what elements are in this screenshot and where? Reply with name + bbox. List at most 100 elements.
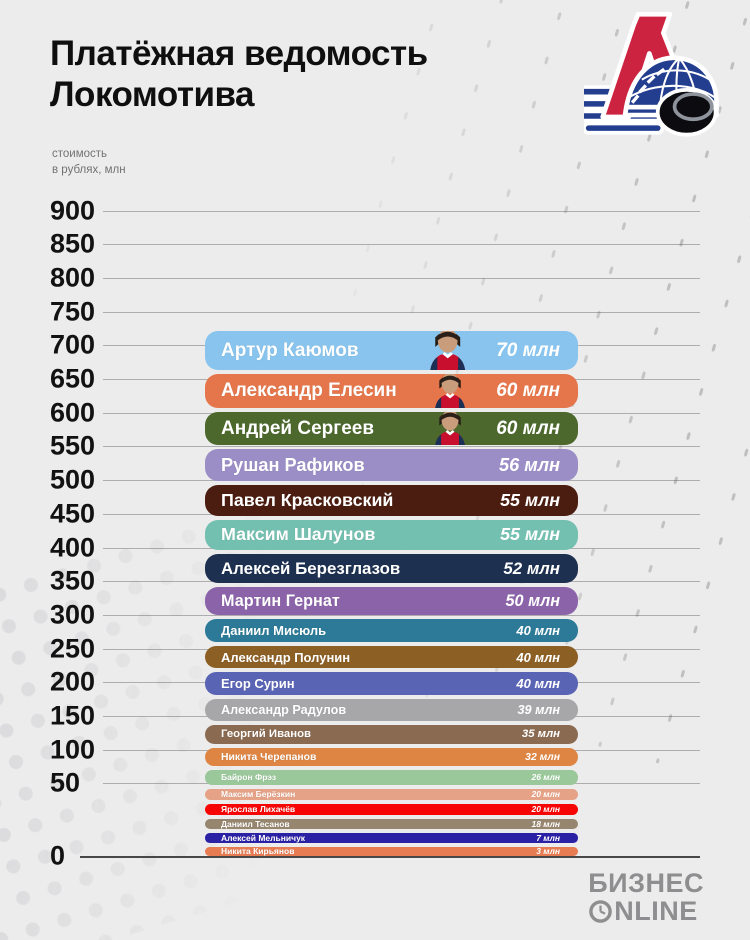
media-logo-line2-rest: NLINE [614,895,698,926]
y-axis-tick-label: 0 [50,840,66,871]
player-name: Ярослав Лихачёв [221,804,296,815]
player-name: Рушан Рафиков [221,454,365,475]
salary-bar: Никита Черепанов 32 млн [205,748,578,767]
player-photo-icon [429,331,465,371]
player-name: Мартин Гернат [221,591,340,610]
axis-note-line1: стоимость [52,148,108,160]
salary-bar: Байрон Фрэз 26 млн [205,770,578,785]
page-title: Платёжная ведомость Локомотива [50,34,428,114]
player-name: Артур Каюмов [221,339,359,361]
salary-bar: Андрей Сергеев 60 млн [205,411,578,446]
salary-bar: Александр Полунин 40 млн [205,645,578,669]
player-name: Александр Радулов [221,702,347,717]
salary-value: 35 млн [521,728,560,741]
salary-bar: Егор Сурин 40 млн [205,672,578,695]
player-name: Никита Черепанов [221,751,317,763]
y-axis-tick-label: 900 [50,195,96,225]
salary-bar: Даниил Мисюль 40 млн [205,619,578,642]
axis-unit-note: стоимость в рублях, млн [52,146,126,178]
salary-bar: Даниил Тесанов 18 млн [205,819,578,830]
salary-bar: Артур Каюмов 70 млн [205,331,578,371]
media-logo-line2: NLINE [588,895,704,926]
salary-value: 50 млн [505,591,560,610]
y-axis-tick-label: 200 [50,666,96,697]
player-name: Даниил Мисюль [221,623,327,639]
salary-bar: Алексей Березглазов 52 млн [205,554,578,584]
salary-bar: Алексей Мельничук 7 млн [205,833,578,843]
salary-value: 18 млн [531,819,560,830]
salary-value: 55 млн [500,489,560,510]
salary-bar: Георгий Иванов 35 млн [205,724,578,745]
y-axis-tick-label: 750 [50,296,96,327]
salary-bar: Максим Берёзкин 20 млн [205,788,578,800]
salary-value: 40 млн [516,623,560,639]
y-axis-tick-label: 600 [50,397,96,428]
player-name: Максим Шалунов [221,524,376,545]
salary-value: 40 млн [516,649,560,665]
salary-value: 20 млн [531,804,560,815]
y-axis-tick-label: 850 [50,228,96,259]
player-name: Георгий Иванов [221,728,312,741]
player-name: Никита Кирьянов [221,846,295,857]
salary-value: 3 млн [536,846,560,857]
y-axis-tick-label: 550 [50,430,96,461]
y-axis-tick-label: 800 [50,262,96,293]
gridline [103,210,700,212]
gridline [80,856,700,858]
y-axis-tick-label: 450 [50,498,96,529]
y-axis-tick-label: 700 [50,329,96,360]
player-name: Максим Берёзкин [221,789,296,800]
salary-bar: Александр Елесин 60 млн [205,374,578,408]
salary-value: 70 млн [496,339,560,361]
salary-value: 39 млн [517,702,560,717]
player-name: Александр Елесин [221,379,397,401]
gridline [103,446,700,448]
player-name: Даниил Тесанов [221,819,290,830]
media-logo-line1: БИЗНЕС [588,868,704,898]
salary-value: 32 млн [525,751,560,763]
gridline [103,311,700,313]
axis-note-line2: в рублях, млн [52,164,126,177]
y-axis-tick-label: 650 [50,363,96,394]
player-photo-icon [435,374,465,408]
y-axis-tick-label: 400 [50,532,96,562]
salary-value: 40 млн [516,675,560,691]
y-axis-tick-label: 500 [50,464,96,495]
salary-value: 20 млн [531,789,560,800]
salary-value: 52 млн [503,558,560,578]
salary-bar: Никита Кирьянов 3 млн [205,846,578,857]
salary-value: 55 млн [500,524,560,545]
y-axis-tick-label: 150 [50,700,96,731]
y-axis-tick-label: 100 [50,734,96,765]
gridline [103,244,700,246]
business-online-logo: БИЗНЕС NLINE [588,868,704,926]
player-name: Павел Красковский [221,489,394,510]
player-name: Егор Сурин [221,675,295,691]
player-name: Алексей Березглазов [221,558,401,578]
logo-puck [655,88,718,137]
salary-bar: Мартин Гернат 50 млн [205,587,578,616]
gridline [103,277,700,279]
player-name: Алексей Мельничук [221,833,306,843]
player-name: Байрон Фрэз [221,772,277,783]
salary-bar: Павел Красковский 55 млн [205,484,578,516]
salary-value: 60 млн [496,379,560,401]
player-name: Андрей Сергеев [221,417,375,439]
player-name: Александр Полунин [221,649,351,665]
salary-value: 60 млн [496,417,560,439]
salary-bar: Максим Шалунов 55 млн [205,519,578,551]
salary-value: 56 млн [499,454,560,475]
lokomotiv-logo-icon [584,11,719,137]
y-axis-tick-label: 300 [50,599,96,630]
y-axis-tick-label: 250 [50,633,96,664]
salary-value: 26 млн [531,772,560,783]
salary-bar: Рушан Рафиков 56 млн [205,449,578,481]
salary-bar: Ярослав Лихачёв 20 млн [205,803,578,815]
gridline [103,614,700,616]
clock-icon [589,899,613,923]
salary-bar: Александр Радулов 39 млн [205,698,578,721]
salary-value: 7 млн [536,833,560,843]
y-axis-tick-label: 350 [50,565,96,596]
y-axis-tick-label: 50 [50,767,81,798]
